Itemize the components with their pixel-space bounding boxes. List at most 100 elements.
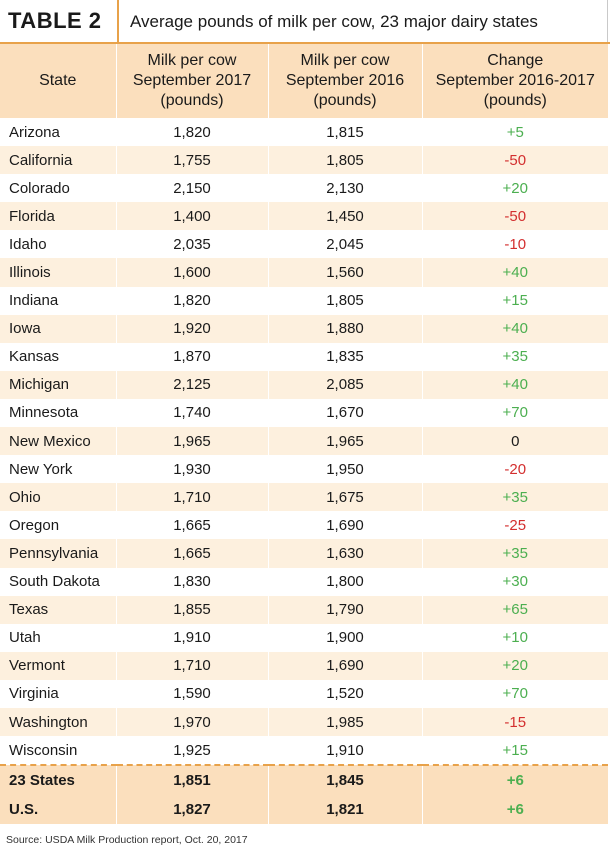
sep2016-cell: 1,900 bbox=[268, 623, 423, 652]
change-cell: +40 bbox=[422, 258, 608, 287]
sep2017-cell: 1,710 bbox=[116, 483, 269, 512]
change-cell: +70 bbox=[422, 398, 608, 428]
table-row: Minnesota 1,740 1,670 +70 bbox=[0, 398, 608, 428]
sep2016-cell: 1,880 bbox=[268, 314, 423, 343]
sep2016-cell: 1,560 bbox=[268, 258, 423, 287]
state-cell: Virginia bbox=[0, 679, 117, 708]
sep2017-cell: 1,820 bbox=[116, 286, 269, 315]
sep2016-cell: 1,815 bbox=[268, 118, 423, 147]
change-cell: +6 bbox=[422, 795, 608, 825]
state-cell: Minnesota bbox=[0, 398, 117, 428]
state-cell: Indiana bbox=[0, 286, 117, 315]
sep2016-cell: 1,520 bbox=[268, 679, 423, 708]
state-cell: Utah bbox=[0, 623, 117, 652]
sep2016-cell: 1,690 bbox=[268, 511, 423, 540]
column-header-line: September 2017 bbox=[132, 72, 252, 89]
change-cell: +40 bbox=[422, 314, 608, 343]
table-row: Arizona 1,820 1,815 +5 bbox=[0, 118, 608, 147]
sep2017-cell: 2,150 bbox=[116, 174, 269, 203]
table-row: U.S. 1,827 1,821 +6 bbox=[0, 795, 608, 825]
state-cell: Idaho bbox=[0, 230, 117, 259]
sep2017-cell: 1,400 bbox=[116, 202, 269, 231]
table-row: Colorado 2,150 2,130 +20 bbox=[0, 174, 608, 203]
sep2016-cell: 1,790 bbox=[268, 595, 423, 624]
change-cell: +35 bbox=[422, 483, 608, 512]
table-row: Michigan 2,125 2,085 +40 bbox=[0, 370, 608, 399]
change-cell: -25 bbox=[422, 511, 608, 540]
sep2017-cell: 1,665 bbox=[116, 539, 269, 568]
column-header-line: September 2016-2017 bbox=[435, 72, 595, 89]
state-cell: Washington bbox=[0, 707, 117, 737]
table-row: Texas 1,855 1,790 +65 bbox=[0, 595, 608, 624]
state-cell: U.S. bbox=[0, 795, 117, 825]
change-cell: -10 bbox=[422, 230, 608, 259]
state-cell: Illinois bbox=[0, 258, 117, 287]
sep2016-cell: 2,130 bbox=[268, 174, 423, 203]
sep2016-cell: 1,675 bbox=[268, 483, 423, 512]
sep2016-cell: 1,845 bbox=[268, 764, 423, 796]
change-cell: +35 bbox=[422, 342, 608, 371]
change-cell: +35 bbox=[422, 539, 608, 568]
change-cell: -50 bbox=[422, 146, 608, 175]
sep2017-cell: 1,827 bbox=[116, 795, 269, 825]
change-cell: 0 bbox=[422, 427, 608, 456]
table-row: 23 States 1,851 1,845 +6 bbox=[0, 764, 608, 796]
state-cell: Colorado bbox=[0, 174, 117, 203]
table-row: Ohio 1,710 1,675 +35 bbox=[0, 483, 608, 512]
table-row: New Mexico 1,965 1,965 0 bbox=[0, 427, 608, 456]
column-header-sep2016: Milk per cow September 2016 (pounds) bbox=[268, 44, 423, 118]
table-row: Indiana 1,820 1,805 +15 bbox=[0, 286, 608, 315]
sep2016-cell: 1,800 bbox=[268, 567, 423, 596]
sep2017-cell: 1,755 bbox=[116, 146, 269, 175]
sep2017-cell: 1,855 bbox=[116, 595, 269, 624]
state-cell: Ohio bbox=[0, 483, 117, 512]
state-cell: 23 States bbox=[0, 764, 117, 796]
state-cell: Florida bbox=[0, 202, 117, 231]
change-cell: +5 bbox=[422, 118, 608, 147]
change-cell: +15 bbox=[422, 736, 608, 766]
sep2016-cell: 1,985 bbox=[268, 707, 423, 737]
title-bar: TABLE 2 Average pounds of milk per cow, … bbox=[0, 0, 610, 44]
sep2016-cell: 1,965 bbox=[268, 427, 423, 456]
sep2017-cell: 1,600 bbox=[116, 258, 269, 287]
sep2016-cell: 1,670 bbox=[268, 398, 423, 428]
state-cell: South Dakota bbox=[0, 567, 117, 596]
column-header-state: State bbox=[0, 44, 117, 118]
sep2017-cell: 2,035 bbox=[116, 230, 269, 259]
sep2017-cell: 1,930 bbox=[116, 455, 269, 484]
sep2017-cell: 1,710 bbox=[116, 651, 269, 680]
table-row: Idaho 2,035 2,045 -10 bbox=[0, 230, 608, 259]
state-cell: California bbox=[0, 146, 117, 175]
state-cell: Oregon bbox=[0, 511, 117, 540]
column-header-line: September 2016 bbox=[285, 72, 405, 89]
sep2017-cell: 1,910 bbox=[116, 623, 269, 652]
sep2017-cell: 1,590 bbox=[116, 679, 269, 708]
state-cell: Vermont bbox=[0, 651, 117, 680]
column-header-line: Milk per cow bbox=[300, 52, 390, 69]
state-cell: Iowa bbox=[0, 314, 117, 343]
column-header-line: State bbox=[39, 72, 77, 89]
table-row: Washington 1,970 1,985 -15 bbox=[0, 707, 608, 737]
table-row: Illinois 1,600 1,560 +40 bbox=[0, 258, 608, 287]
change-cell: +10 bbox=[422, 623, 608, 652]
sep2017-cell: 1,970 bbox=[116, 707, 269, 737]
column-header-line: Milk per cow bbox=[147, 52, 237, 69]
sep2016-cell: 1,805 bbox=[268, 286, 423, 315]
column-header-line: (pounds) bbox=[313, 92, 377, 109]
change-cell: +30 bbox=[422, 567, 608, 596]
table-row: Oregon 1,665 1,690 -25 bbox=[0, 511, 608, 540]
column-header-line: (pounds) bbox=[160, 92, 224, 109]
column-header-change: Change September 2016-2017 (pounds) bbox=[422, 44, 608, 118]
table-row: California 1,755 1,805 -50 bbox=[0, 146, 608, 175]
sep2016-cell: 2,085 bbox=[268, 370, 423, 399]
change-cell: +70 bbox=[422, 679, 608, 708]
sep2016-cell: 1,835 bbox=[268, 342, 423, 371]
sep2017-cell: 1,820 bbox=[116, 118, 269, 147]
sep2017-cell: 1,920 bbox=[116, 314, 269, 343]
change-cell: +6 bbox=[422, 764, 608, 796]
table-row: Virginia 1,590 1,520 +70 bbox=[0, 679, 608, 708]
sep2017-cell: 1,925 bbox=[116, 736, 269, 766]
change-cell: +40 bbox=[422, 370, 608, 399]
change-cell: +15 bbox=[422, 286, 608, 315]
table-row: Iowa 1,920 1,880 +40 bbox=[0, 314, 608, 343]
